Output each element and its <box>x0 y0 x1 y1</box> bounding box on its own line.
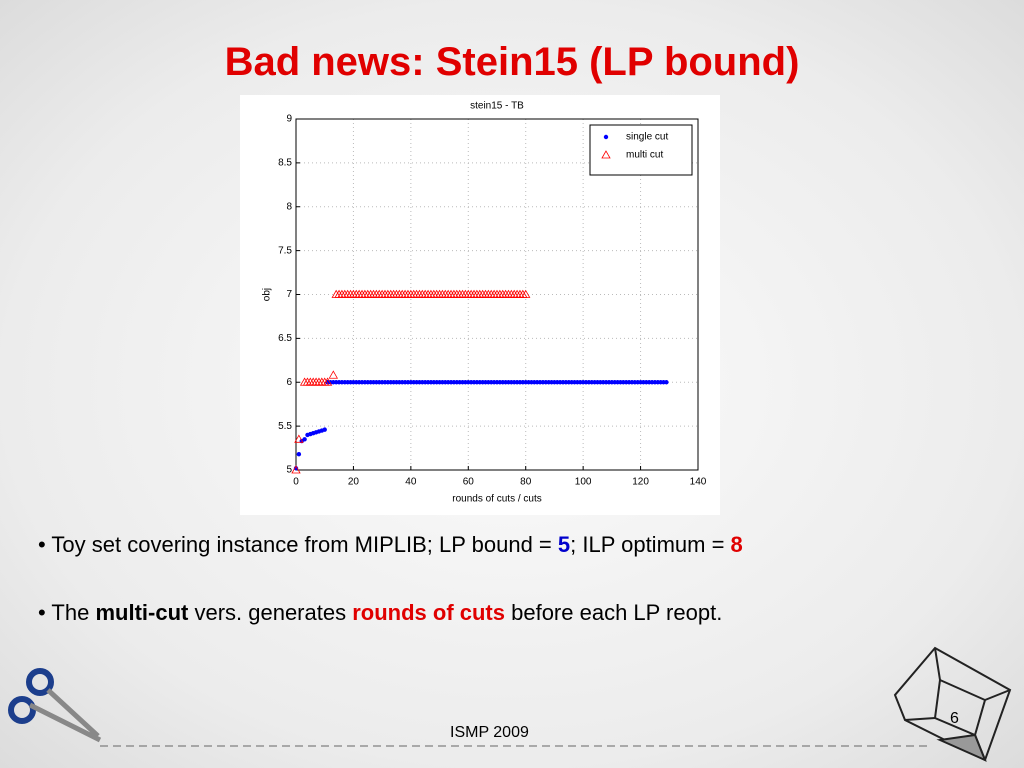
plot-frame <box>295 118 699 471</box>
x-tick-label: 20 <box>348 477 360 488</box>
page-number: 6 <box>950 710 959 727</box>
legend-marker <box>601 150 611 159</box>
point <box>294 434 304 443</box>
y-tick-label: 5 <box>286 465 292 476</box>
x-tick-label: 120 <box>632 477 649 488</box>
point <box>291 465 301 474</box>
y-tick-label: 7.5 <box>278 245 292 256</box>
x-axis-label: rounds of cuts / cuts <box>452 494 542 505</box>
point <box>521 289 531 298</box>
y-tick-label: 9 <box>286 114 292 125</box>
point <box>664 380 669 385</box>
hypercube-icon <box>893 646 1012 762</box>
scissors-icon <box>8 668 102 743</box>
bullet: • The multi-cut vers. generates rounds o… <box>38 600 722 626</box>
y-tick-label: 6.5 <box>278 333 292 344</box>
point <box>328 370 339 379</box>
x-tick-label: 0 <box>293 477 299 488</box>
x-tick-label: 100 <box>575 477 592 488</box>
bullet: • Toy set covering instance from MIPLIB;… <box>38 532 743 558</box>
lp-bound: 5 <box>557 532 571 557</box>
legend-label: multi cut <box>626 150 663 161</box>
point <box>296 452 302 457</box>
y-tick-label: 8 <box>286 201 292 212</box>
text: ; ILP optimum = <box>570 532 731 557</box>
y-tick-label: 8.5 <box>278 158 292 169</box>
x-tick-label: 140 <box>690 477 707 488</box>
y-tick-label: 6 <box>286 377 292 388</box>
y-axis-label: obj <box>262 288 273 301</box>
x-tick-label: 80 <box>520 477 532 488</box>
point <box>302 437 307 442</box>
text: multi-cut <box>95 600 189 625</box>
text: before each LP reopt. <box>505 600 723 625</box>
text: vers. generates <box>188 600 353 625</box>
x-tick-label: 60 <box>463 477 475 488</box>
text: • Toy set covering instance from MIPLIB;… <box>38 532 558 557</box>
point <box>322 427 327 432</box>
legend-label: single cut <box>626 132 668 143</box>
y-tick-label: 7 <box>286 289 292 300</box>
legend-marker <box>603 134 609 140</box>
text: • The <box>38 600 96 625</box>
legend-box <box>589 124 693 176</box>
slide-title: Bad news: Stein15 (LP bound) <box>224 40 800 84</box>
x-tick-label: 40 <box>405 477 417 488</box>
y-tick-label: 5.5 <box>278 421 292 432</box>
chart: stein15 - TB rounds of cuts / cuts obj 5 5.5… <box>240 95 720 515</box>
chart-title: stein15 - TB <box>470 101 524 112</box>
text: rounds of cuts <box>352 600 505 625</box>
footer: ISMP 2009 <box>450 724 529 741</box>
ilp-optimum: 8 <box>730 532 743 557</box>
point <box>322 377 333 386</box>
